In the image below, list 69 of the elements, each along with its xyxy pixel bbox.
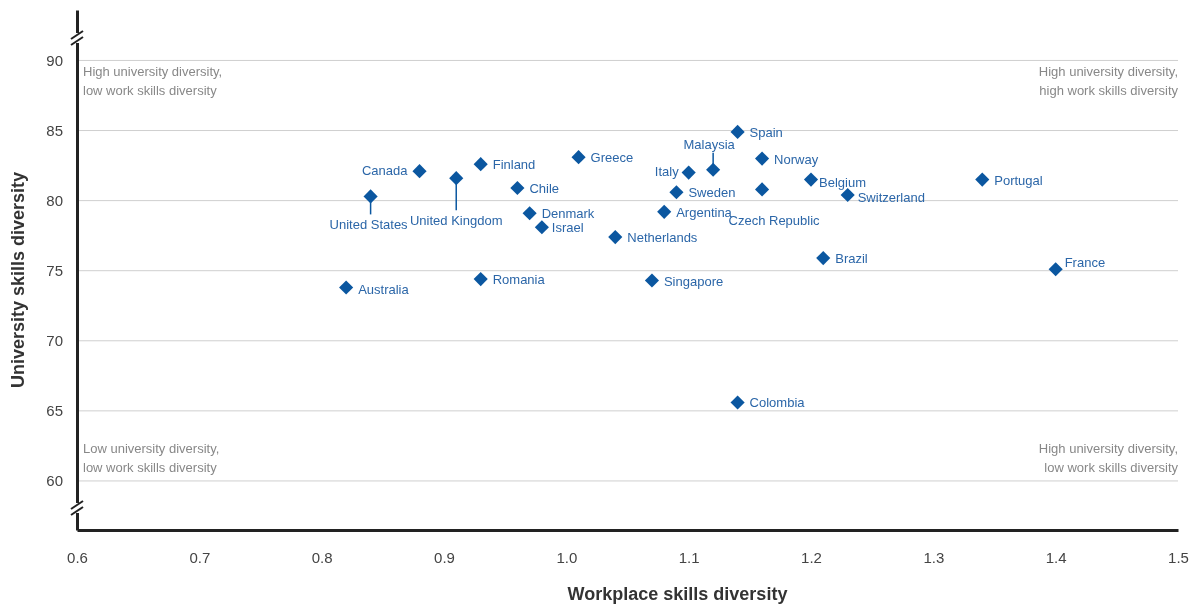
- point: [755, 182, 770, 197]
- x-tick-label: 1.0: [556, 548, 578, 566]
- point: [339, 280, 354, 295]
- annotation: Low university diversity, low work skills diversity: [83, 441, 220, 475]
- y-tick-label: 60: [46, 472, 63, 490]
- x-tick-label: 0.8: [311, 548, 333, 566]
- annotation: Singapore: [663, 273, 724, 289]
- point: [522, 206, 537, 221]
- annotation: Israel: [551, 220, 584, 236]
- y-tick-label: 85: [46, 121, 63, 139]
- y-tick-label: 75: [46, 262, 63, 279]
- annotation: Romania: [492, 272, 546, 288]
- point: [657, 204, 672, 219]
- annotation: Brazil: [835, 251, 868, 267]
- annotation: Australia: [358, 281, 410, 297]
- annotation: High university diversity, high work skills diversity: [1038, 64, 1179, 98]
- point: [816, 251, 831, 266]
- y-tick-label: 90: [46, 51, 63, 69]
- annotation: Belgium: [819, 174, 866, 190]
- point: [571, 150, 586, 165]
- point: [755, 151, 770, 166]
- annotation: United States: [329, 217, 409, 233]
- annotation: Chile: [529, 181, 560, 197]
- annotation: Canada: [361, 163, 409, 179]
- annotation: Colombia: [749, 395, 806, 411]
- annotation: Portugal: [994, 172, 1043, 188]
- point: [473, 272, 488, 287]
- x-tick-label: 1.5: [1168, 548, 1189, 566]
- point: [975, 172, 990, 187]
- x-axis-title: Workplace skills diversity: [567, 584, 788, 604]
- point: [608, 229, 623, 245]
- point: [473, 157, 488, 172]
- y-tick-label: 80: [46, 191, 63, 209]
- annotation: United Kingdom: [409, 213, 503, 229]
- point: [730, 395, 745, 410]
- x-tick-label: 0.7: [189, 548, 211, 566]
- point: [803, 172, 819, 187]
- annotation: Switzerland: [857, 190, 925, 206]
- point: [412, 164, 427, 179]
- annotation: Malaysia: [683, 136, 736, 152]
- point: [1048, 262, 1063, 277]
- y-tick-label: 70: [46, 332, 63, 350]
- point: [534, 220, 549, 235]
- annotation: Sweden: [688, 185, 736, 201]
- annotation: High university diversity, low work skills diversity: [1038, 441, 1179, 475]
- annotation: Finland: [492, 157, 536, 173]
- y-axis-title: University skills diversity: [8, 171, 28, 389]
- annotation: Italy: [654, 163, 680, 179]
- point: [644, 273, 660, 288]
- annotation: Greece: [590, 150, 634, 166]
- x-tick-label: 1.2: [801, 548, 822, 566]
- annotation: Denmark: [541, 206, 595, 222]
- point: [363, 189, 378, 204]
- y-tick-label: 65: [46, 402, 63, 420]
- x-tick-label: 0.6: [67, 548, 88, 566]
- annotation: Spain: [749, 124, 783, 140]
- point: [510, 180, 525, 196]
- annotation: High university diversity, low work skills diversity: [83, 64, 223, 98]
- point: [730, 124, 745, 140]
- point: [669, 185, 684, 200]
- x-tick-label: 1.4: [1045, 548, 1067, 566]
- annotation: Netherlands: [627, 230, 698, 246]
- x-tick-label: 1.1: [678, 548, 700, 566]
- x-tick-label: 0.9: [434, 548, 455, 566]
- annotation: France: [1064, 255, 1106, 271]
- x-tick-label: 1.3: [923, 548, 945, 566]
- annotation: Norway: [774, 151, 819, 167]
- point: [681, 165, 696, 180]
- point: [449, 171, 464, 186]
